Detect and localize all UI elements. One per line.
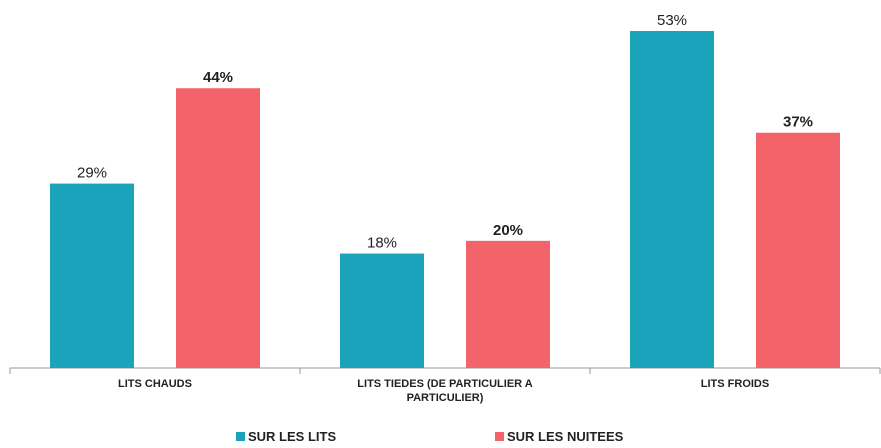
bar — [466, 240, 550, 368]
legend-label: SUR LES LITS — [248, 429, 336, 444]
legend-swatch — [495, 432, 504, 441]
value-label: 18% — [367, 235, 397, 252]
legend-swatch — [236, 432, 245, 441]
value-label: 37% — [783, 114, 813, 131]
bar — [630, 31, 714, 368]
bar — [50, 183, 134, 368]
bar — [176, 88, 260, 369]
x-tick-label: LITS TIEDES (DE PARTICULIER A PARTICULIE… — [357, 378, 533, 404]
value-label: 29% — [77, 165, 107, 182]
bar — [756, 132, 840, 368]
value-label: 20% — [493, 222, 523, 239]
value-label: 44% — [203, 69, 233, 86]
value-label: 53% — [657, 12, 687, 29]
legend-label: SUR LES NUITEES — [507, 429, 624, 444]
x-tick-label: LITS FROIDS — [700, 378, 770, 390]
x-tick-label: LITS CHAUDS — [118, 378, 192, 390]
bar — [340, 253, 424, 368]
